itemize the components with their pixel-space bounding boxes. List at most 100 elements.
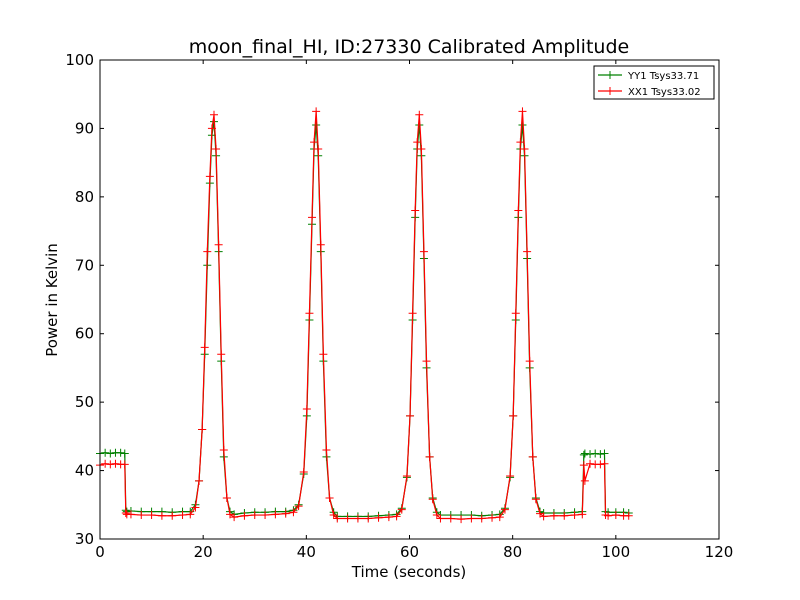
data-point-marker [207,124,216,133]
data-point-marker [305,309,314,318]
y-tick-label: 90 [75,119,94,137]
legend-entry-1: XX1 Tsys33.02 [598,87,701,98]
data-point-marker [186,510,195,519]
data-point-marker [302,404,311,413]
data-point-marker [316,240,325,249]
data-point-marker [528,452,537,461]
data-point-marker [425,452,434,461]
y-tick-label: 60 [75,325,94,343]
data-point-marker [514,206,523,215]
data-point-marker [289,508,298,517]
data-point-marker [586,459,595,468]
data-point-marker [525,357,534,366]
data-point-marker [120,460,129,469]
legend: YY1 Tsys33.71 XX1 Tsys33.02 [593,65,715,100]
data-point-marker [488,513,497,522]
data-point-marker [205,172,214,181]
data-point-marker [147,511,156,520]
data-point-marker [570,511,579,520]
legend-entry-0: YY1 Tsys33.71 [598,71,699,82]
data-point-marker [408,309,417,318]
data-point-marker [137,511,146,520]
data-point-marker [333,514,342,523]
data-point-marker [230,513,239,522]
data-point-marker [299,467,308,476]
data-point-marker [531,495,540,504]
x-tick-label: 40 [297,543,316,561]
data-point-marker [195,476,204,485]
data-point-marker [120,449,129,458]
data-point-marker [225,510,234,519]
y-tick-label: 70 [75,256,94,274]
data-point-marker [406,411,415,420]
data-point-marker [392,512,401,521]
data-point-marker [415,110,424,119]
data-point-marker [446,514,455,523]
data-point-marker [281,509,290,518]
data-point-marker [178,511,187,520]
data-point-marker [240,511,249,520]
series-1 [96,107,633,524]
data-point-marker [157,511,166,520]
data-point-marker [520,144,529,153]
data-point-marker [212,144,221,153]
data-point-marker [516,138,525,147]
data-point-marker [624,511,633,520]
data-point-marker [477,514,486,523]
data-point-marker [111,459,120,468]
data-point-marker [343,514,352,523]
y-tick-label: 80 [75,188,94,206]
data-point-marker [271,510,280,519]
data-point-marker [106,460,115,469]
data-point-marker [312,121,321,130]
legend-marker [606,87,614,95]
data-point-marker [294,502,303,511]
data-point-marker [578,510,587,519]
data-point-marker [600,459,609,468]
data-point-marker [560,511,569,520]
data-point-marker [374,513,383,522]
data-point-marker [428,495,437,504]
data-point-marker [168,511,177,520]
data-point-marker [422,357,431,366]
data-point-marker [600,449,609,458]
data-point-marker [200,343,209,352]
data-point-marker [214,240,223,249]
axes: 0 20 40 60 80 100 120 30 40 50 60 70 80 90 100 [65,51,733,561]
data-point-marker [611,511,620,520]
data-point-marker [586,450,595,459]
data-point-marker [106,449,115,458]
data-point-marker [402,472,411,481]
data-point-marker [325,493,334,502]
data-point-marker [580,449,589,458]
data-point-marker [457,515,466,524]
legend-label: XX1 Tsys33.02 [628,87,701,98]
data-point-marker [210,110,218,119]
data-point-marker [219,446,228,455]
x-tick-label: 100 [602,543,631,561]
x-tick-label: 0 [95,543,105,561]
data-point-marker [116,448,125,457]
data-point-marker [579,461,588,470]
legend-box [593,65,715,100]
data-point-marker [310,138,319,147]
data-point-marker [417,144,426,153]
plot-area [96,107,633,524]
data-point-marker [319,350,328,359]
data-point-marker [217,350,226,359]
legend-label: YY1 Tsys33.71 [627,71,699,82]
x-tick-label: 80 [503,543,522,561]
data-point-marker [322,446,331,455]
y-tick-label: 30 [75,530,94,548]
data-point-marker [353,514,362,523]
data-point-marker [596,450,605,459]
data-point-marker [511,309,520,318]
data-point-marker [121,509,130,517]
data-point-marker [384,513,393,522]
data-point-marker [432,511,441,520]
data-point-marker [250,511,259,520]
data-point-marker [126,510,135,519]
data-point-marker [312,107,321,116]
